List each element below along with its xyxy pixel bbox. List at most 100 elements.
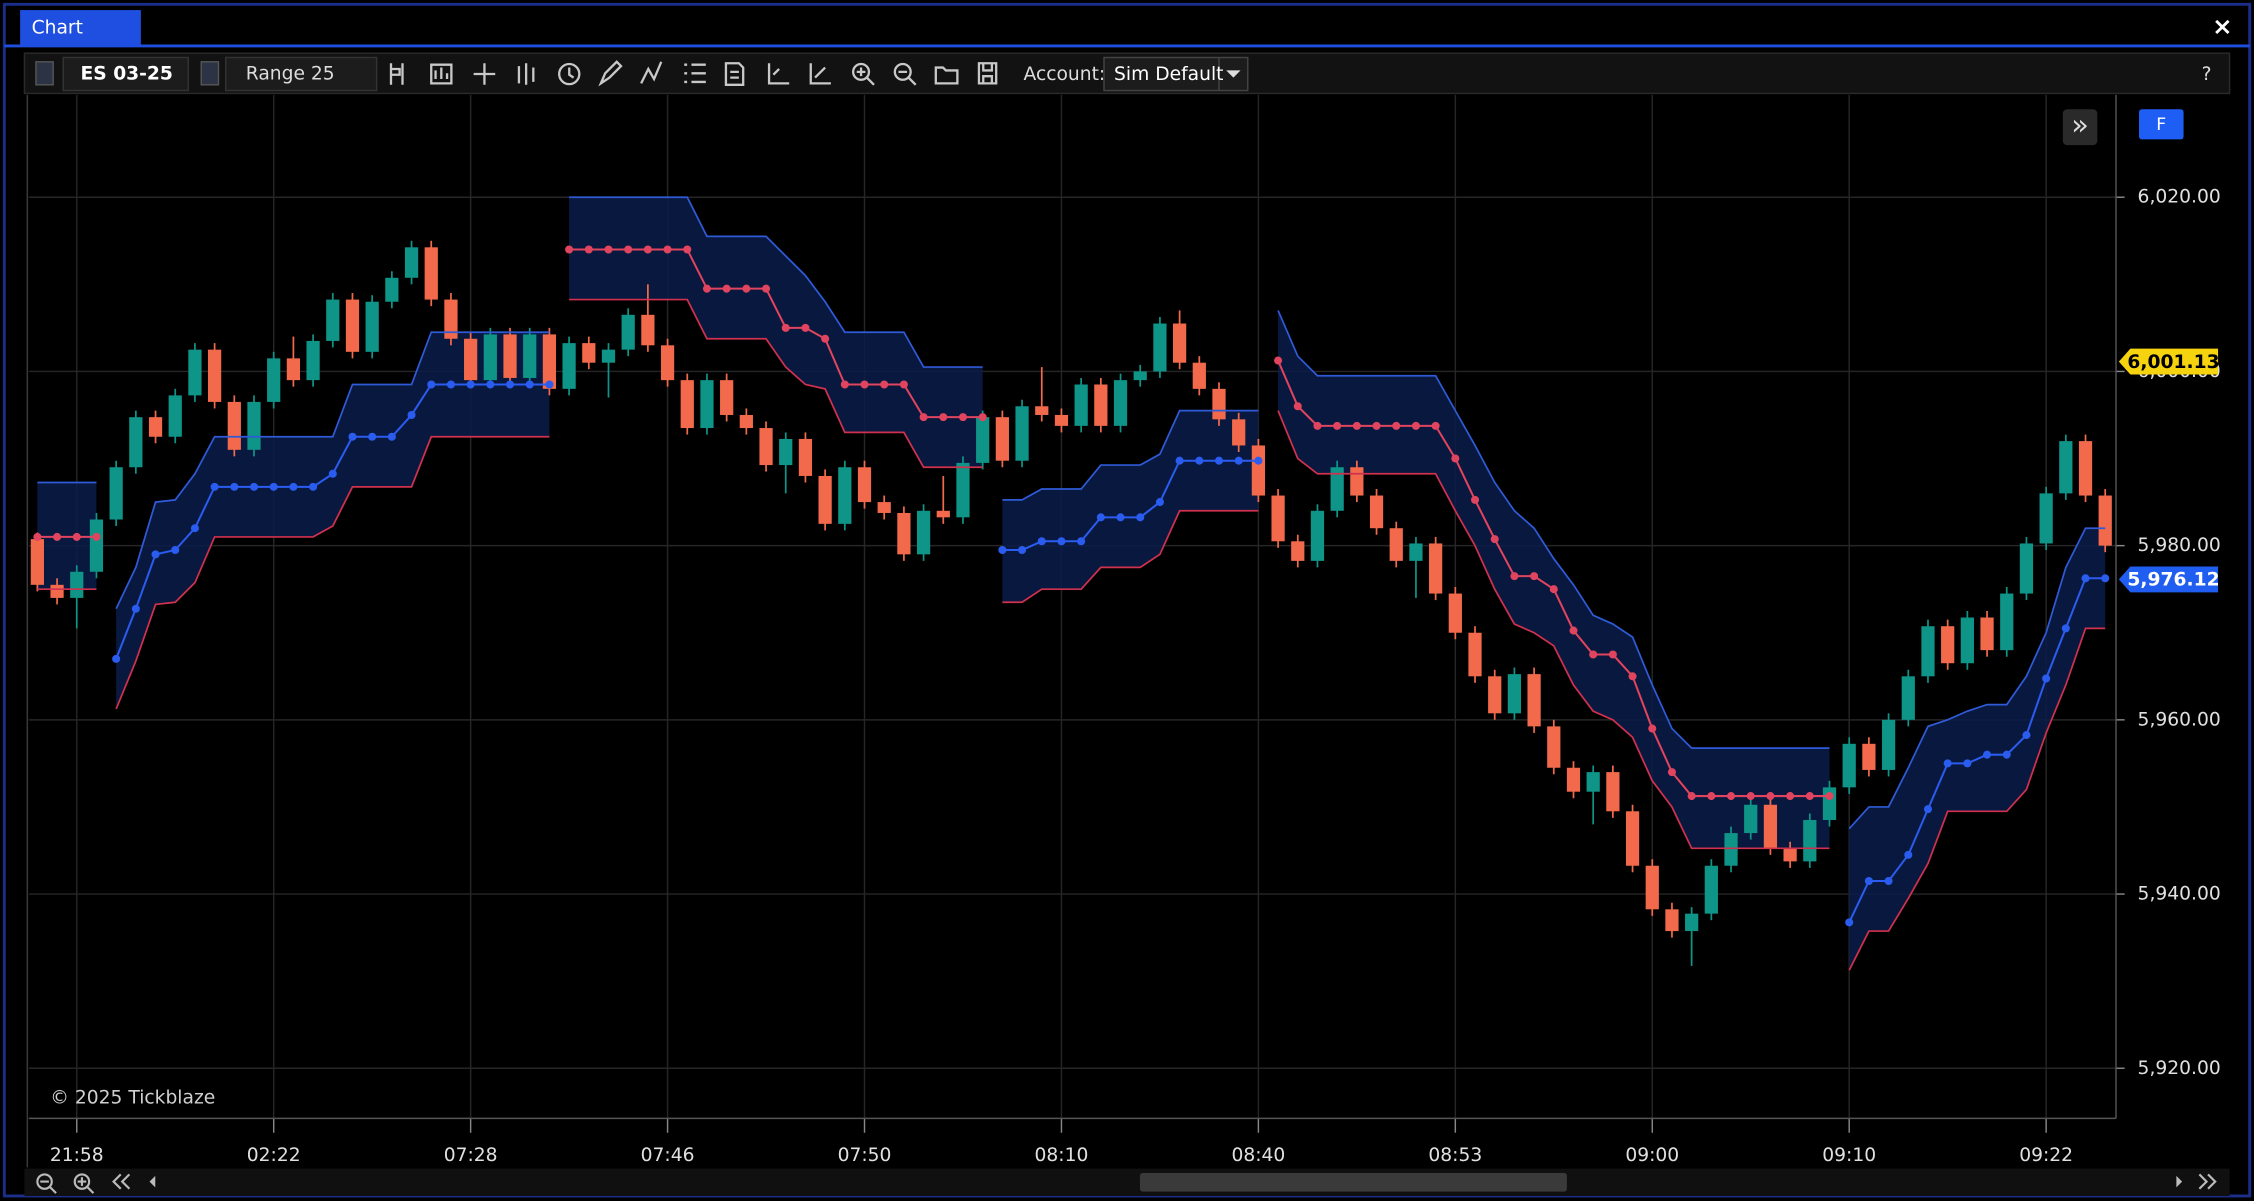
bar-type-box[interactable] (224, 56, 378, 92)
mid-down-dot (1589, 650, 1598, 659)
tab[interactable] (20, 10, 141, 45)
icon-zoom-out[interactable] (893, 62, 912, 81)
candle-body (1232, 419, 1246, 446)
account[interactable]: Sim Default (1114, 64, 1223, 85)
symbol[interactable]: ES 03-25 (81, 64, 173, 85)
icon-clock-hands[interactable] (568, 67, 575, 79)
account-dropdown[interactable] (1226, 70, 1241, 78)
candle-body (1074, 384, 1088, 426)
icon-pencil[interactable] (598, 60, 623, 87)
color-swatch[interactable] (200, 61, 220, 86)
candle-body (1310, 510, 1325, 561)
candle-body (582, 343, 596, 363)
candle-body (1921, 626, 1935, 677)
icon-folder[interactable] (934, 66, 959, 85)
icon-save[interactable] (977, 62, 998, 85)
icon-bar-style[interactable] (389, 63, 404, 85)
candle-body (464, 338, 478, 381)
candle-body (404, 247, 419, 278)
candle-body (1783, 848, 1797, 862)
scroll-controls (36, 1173, 2217, 1194)
y-tick-label: 6,020.00 (2138, 187, 2221, 208)
candle-body (916, 510, 931, 555)
candle-body (1704, 865, 1718, 914)
mid-down-dot (33, 532, 42, 541)
candle-body (1606, 772, 1620, 812)
symbol-box[interactable] (62, 56, 190, 92)
mid-down-dot (1293, 402, 1302, 411)
scroll-start[interactable] (112, 1173, 131, 1190)
icon-zoom-out-minus[interactable] (898, 70, 917, 86)
lower-band-line (1277, 410, 1830, 850)
mid-up-dot (1057, 537, 1066, 546)
mid-down-dot (643, 245, 652, 254)
candle-body (1881, 719, 1896, 770)
band-fill (116, 332, 550, 709)
flag-button-bg[interactable] (2139, 109, 2184, 140)
candle-body (70, 571, 84, 598)
icon-axis-2[interactable] (809, 63, 831, 85)
tab-title[interactable]: Chart (32, 18, 83, 39)
candle-body (601, 349, 616, 363)
mid-up-dot (249, 482, 259, 491)
mid-up-dot (348, 432, 357, 441)
mid-down-dot (781, 323, 790, 332)
icon-line[interactable] (640, 61, 663, 84)
mid-down-dot (939, 413, 948, 422)
candle-body (1488, 676, 1502, 714)
icon-axis[interactable] (767, 63, 790, 85)
scroll-thumb[interactable] (1139, 1172, 1567, 1192)
icon-candles[interactable] (517, 63, 535, 85)
candle-body (1271, 495, 1285, 542)
candle-body (1547, 726, 1561, 768)
mid-down-dot (1687, 792, 1696, 801)
candle-body (680, 380, 694, 429)
x-tick-label: 07:50 (838, 1145, 892, 1166)
mid-down-dot (1333, 421, 1342, 430)
icon-list[interactable] (684, 63, 706, 84)
icon-clock[interactable] (558, 62, 581, 86)
expand-button-bg[interactable] (2062, 109, 2098, 146)
candle-body (877, 502, 891, 513)
x-tick-label: 07:46 (641, 1145, 695, 1166)
mid-up-dot (1018, 545, 1027, 555)
color-swatch[interactable] (35, 61, 54, 86)
candle-body (1842, 743, 1856, 788)
mid-up-dot (1195, 456, 1204, 465)
bar-type[interactable]: Range 25 (246, 64, 335, 85)
candle-body (838, 467, 852, 524)
account-select[interactable] (1103, 56, 1249, 92)
zoom-out[interactable] (36, 1173, 53, 1190)
icon-zoom-in-cross[interactable] (856, 67, 875, 86)
mid-up-dot (2042, 674, 2051, 683)
mid-up-dot (2081, 574, 2090, 583)
mid-down-dot (1805, 792, 1814, 801)
candle-body (1389, 528, 1403, 561)
zoom-in[interactable] (73, 1173, 91, 1190)
zoom-in-plus[interactable] (77, 1177, 95, 1194)
flag-button[interactable]: F (2156, 115, 2166, 135)
mid-up-dot (525, 380, 534, 389)
mid-up-dot (446, 380, 455, 389)
help-button[interactable]: ? (2202, 64, 2212, 85)
mid-up-dot (427, 380, 436, 389)
icon-zoom-in[interactable] (852, 62, 871, 81)
icon-indicators[interactable] (430, 63, 453, 85)
zoom-out-minus[interactable] (40, 1180, 57, 1194)
candle-body (720, 380, 734, 415)
scroll-right[interactable] (2176, 1175, 2183, 1188)
icon-crosshair[interactable] (473, 63, 496, 85)
candle-body (365, 301, 379, 352)
scroll-end[interactable] (2198, 1173, 2217, 1190)
mid-down-dot (722, 284, 731, 293)
scroll-left[interactable] (149, 1175, 156, 1188)
mid-down-dot (1549, 585, 1558, 594)
candle-body (247, 401, 261, 450)
mid-up-dot (1254, 456, 1263, 465)
icon-document[interactable] (724, 62, 745, 86)
candle-body (227, 401, 241, 450)
expand-button[interactable]: » (2071, 107, 2089, 141)
candle-body (483, 334, 497, 381)
close-button[interactable]: × (2212, 11, 2232, 40)
